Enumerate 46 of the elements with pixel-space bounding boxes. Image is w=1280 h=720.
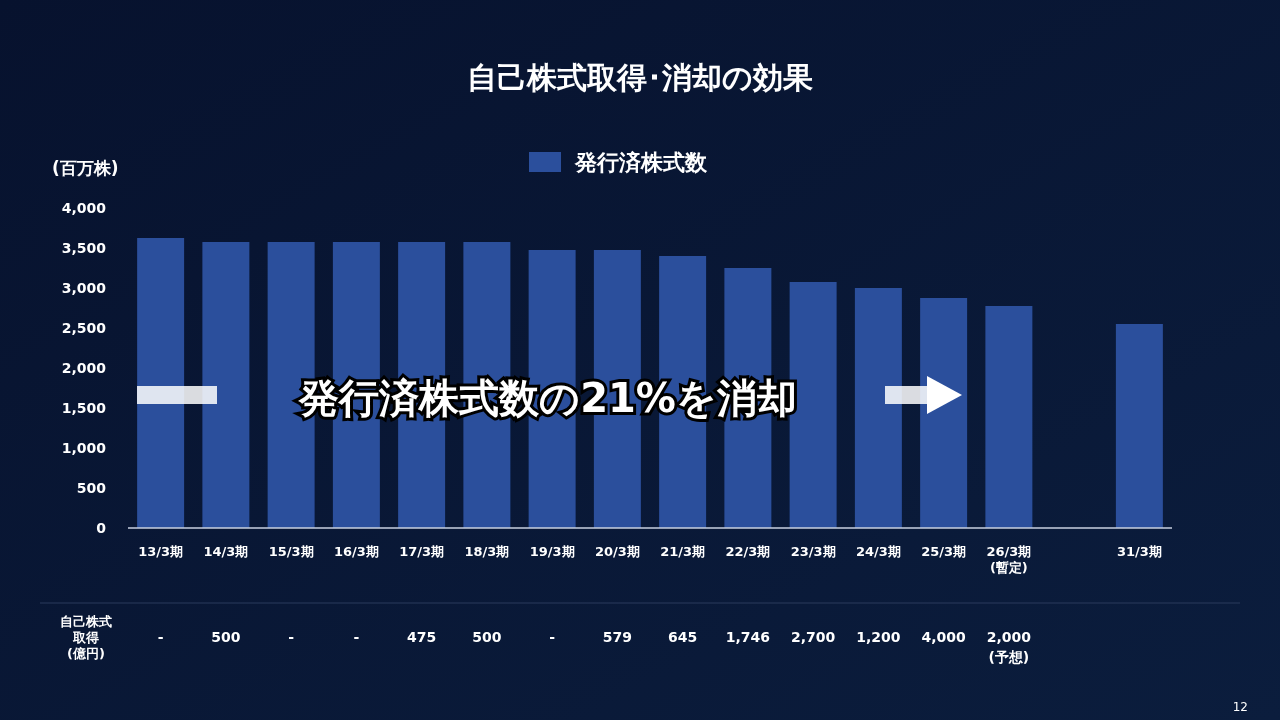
text: 取得	[72, 630, 99, 645]
text: 4,000	[921, 629, 967, 645]
text: 2,000 (予想)	[986, 629, 1032, 665]
text: -	[288, 629, 295, 645]
text: 2,700	[790, 629, 836, 645]
annotation: 発行済株式数の21%を消却	[298, 375, 797, 421]
x-tick-label: 31/3期	[1116, 544, 1162, 559]
chart-title: 自己株式取得･消却の効果	[467, 60, 813, 95]
text: -	[157, 629, 164, 645]
y-tick-label: 500	[76, 480, 107, 496]
x-tick-label: 14/3期	[203, 544, 249, 559]
x-tick-label: 22/3期	[725, 544, 771, 559]
x-tick-label: 16/3期	[333, 544, 379, 559]
x-tick-label: 17/3期	[399, 544, 445, 559]
text: 自己株式	[60, 614, 112, 629]
text: -	[353, 629, 360, 645]
y-tick-label: 1,500	[61, 400, 107, 416]
y-tick-label: 3,000	[61, 280, 107, 296]
text: 500	[211, 629, 241, 645]
x-tick-label: 21/3期	[660, 544, 706, 559]
text: 645	[668, 629, 698, 645]
text: (億円)	[67, 646, 105, 661]
x-tick-label: 24/3期	[855, 544, 901, 559]
x-tick-label: 26/3期 (暫定)	[986, 544, 1032, 575]
legend-label: 発行済株式数	[574, 150, 708, 175]
text: 475	[407, 629, 437, 645]
text: 12	[1232, 700, 1248, 714]
y-tick-label: 2,000	[61, 360, 107, 376]
y-tick-label: 4,000	[61, 200, 107, 216]
y-tick-label: 1,000	[61, 440, 107, 456]
text: -	[549, 629, 556, 645]
x-tick-label: 15/3期	[268, 544, 314, 559]
y-tick-label: 2,500	[61, 320, 107, 336]
text: 500	[472, 629, 502, 645]
text: 579	[602, 629, 632, 645]
y-tick-label: 0	[96, 520, 107, 536]
x-tick-label: 20/3期	[594, 544, 640, 559]
y-tick-label: 3,500	[61, 240, 107, 256]
x-tick-label: 19/3期	[529, 544, 575, 559]
text: 1,200	[856, 629, 901, 645]
x-tick-label: 23/3期	[790, 544, 836, 559]
x-tick-label: 25/3期	[921, 544, 967, 559]
x-tick-label: 13/3期	[138, 544, 184, 559]
x-tick-label: 18/3期	[464, 544, 510, 559]
y-axis-title: (百万株)	[52, 158, 119, 178]
text: 1,746	[725, 629, 771, 645]
